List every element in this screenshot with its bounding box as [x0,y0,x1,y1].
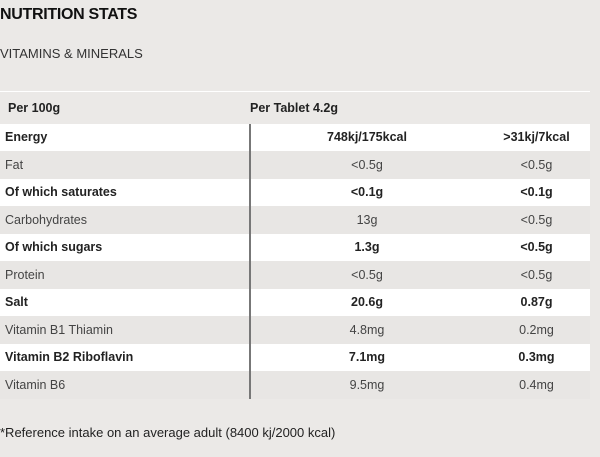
per-tablet-value: <0.5g [483,206,590,234]
table-header-row: Per 100g Per Tablet 4.2g [0,91,590,124]
table-row: Energy 748kj/175kcal >31kj/7kcal [0,123,590,151]
table-row: Vitamin B1 Thiamin 4.8mg 0.2mg [0,316,590,344]
per-100g-value: 4.8mg [250,316,483,344]
nutrient-name: Carbohydrates [0,206,251,234]
table-row: Carbohydrates 13g <0.5g [0,206,590,234]
table-row: Fat <0.5g <0.5g [0,151,590,179]
nutrient-name: Fat [0,151,251,179]
nutrient-name: Of which sugars [0,233,251,261]
header-per-tablet: Per Tablet 4.2g [250,91,590,124]
table-row: Vitamin B2 Riboflavin 7.1mg 0.3mg [0,343,590,371]
page-title: NUTRITION STATS [0,6,138,23]
table-row: Salt 20.6g 0.87g [0,288,590,316]
per-tablet-value: >31kj/7kcal [483,123,590,151]
header-per-100g: Per 100g [0,91,250,124]
per-100g-value: 13g [250,206,483,234]
nutrient-name: Energy [0,123,251,151]
section-subtitle: VITAMINS & MINERALS [0,46,143,61]
per-100g-value: <0.1g [250,178,483,206]
nutrient-name: Of which saturates [0,178,251,206]
nutrient-name: Vitamin B1 Thiamin [0,316,251,344]
per-tablet-value: <0.5g [483,233,590,261]
nutrient-name: Vitamin B6 [0,371,251,399]
per-100g-value: 20.6g [250,288,483,316]
nutrient-name: Vitamin B2 Riboflavin [0,343,251,371]
table-row: Protein <0.5g <0.5g [0,261,590,289]
per-100g-value: <0.5g [250,261,483,289]
per-tablet-value: 0.2mg [483,316,590,344]
table-row: Of which sugars 1.3g <0.5g [0,233,590,261]
nutrient-name: Protein [0,261,251,289]
per-100g-value: 7.1mg [250,343,483,371]
per-tablet-value: <0.5g [483,261,590,289]
per-tablet-value: <0.1g [483,178,590,206]
table-row: Vitamin B6 9.5mg 0.4mg [0,371,590,399]
per-100g-value: 748kj/175kcal [250,123,483,151]
per-tablet-value: 0.4mg [483,371,590,399]
nutrition-table: Per 100g Per Tablet 4.2g Energy 748kj/175… [0,91,590,399]
per-tablet-value: <0.5g [483,151,590,179]
per-100g-value: 9.5mg [250,371,483,399]
table-row: Of which saturates <0.1g <0.1g [0,178,590,206]
per-100g-value: <0.5g [250,151,483,179]
per-tablet-value: 0.3mg [483,343,590,371]
footnote: *Reference intake on an average adult (8… [0,425,336,440]
nutrient-name: Salt [0,288,251,316]
per-100g-value: 1.3g [250,233,483,261]
per-tablet-value: 0.87g [483,288,590,316]
